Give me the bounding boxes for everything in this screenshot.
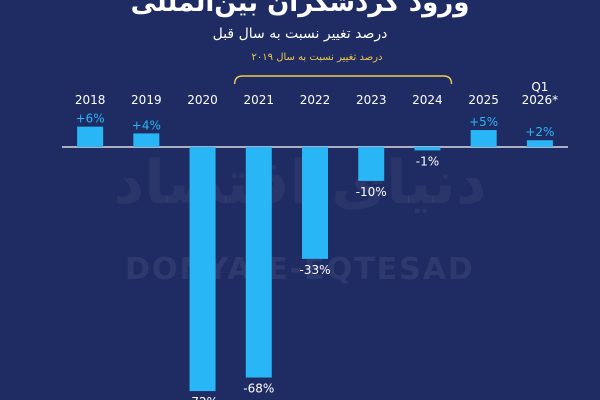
category-label: 2019 [131, 93, 162, 107]
bar-Q1-2026 [526, 140, 553, 147]
data-label: +5% [469, 115, 498, 129]
chart-subtitle: درصد تغییر نسبت به سال قبل [212, 26, 388, 42]
chart-title: ورود گردشگران بین‌المللی [130, 0, 470, 18]
category-label: 2021 [244, 93, 275, 107]
category-label: Q1 [531, 80, 548, 94]
category-label: 2023 [356, 93, 387, 107]
bar-2023 [358, 147, 385, 181]
category-label: 2024 [412, 93, 443, 107]
data-label: -1% [416, 154, 439, 168]
watermark-latin: DONYA-E-EQTESAD [125, 252, 475, 287]
bar-2022 [302, 147, 328, 259]
data-label: +2% [525, 125, 554, 139]
data-label: -10% [356, 185, 387, 199]
data-label: -68% [243, 382, 274, 396]
bar-2018 [77, 126, 104, 147]
data-label: -72% [187, 395, 218, 400]
bracket-line [233, 75, 453, 85]
category-label: 2018 [75, 93, 106, 107]
data-label: +4% [132, 118, 161, 132]
bar-2020 [189, 147, 216, 392]
bar-2024 [414, 147, 441, 151]
bar-2019 [133, 133, 160, 147]
bar-2021 [245, 147, 272, 378]
bar-2025 [470, 130, 497, 147]
data-label: +6% [76, 112, 105, 126]
category-label: 2020 [187, 93, 218, 107]
data-label: -33% [299, 263, 330, 277]
category-label: 2025 [468, 93, 499, 107]
category-label: 2022 [300, 93, 331, 107]
watermark-persian: دنیای اقتصاد [113, 148, 487, 218]
bracket-annotation-label: درصد تغییر نسبت به سال ۲۰۱۹ [251, 52, 383, 63]
category-label: 2026* [522, 93, 559, 107]
